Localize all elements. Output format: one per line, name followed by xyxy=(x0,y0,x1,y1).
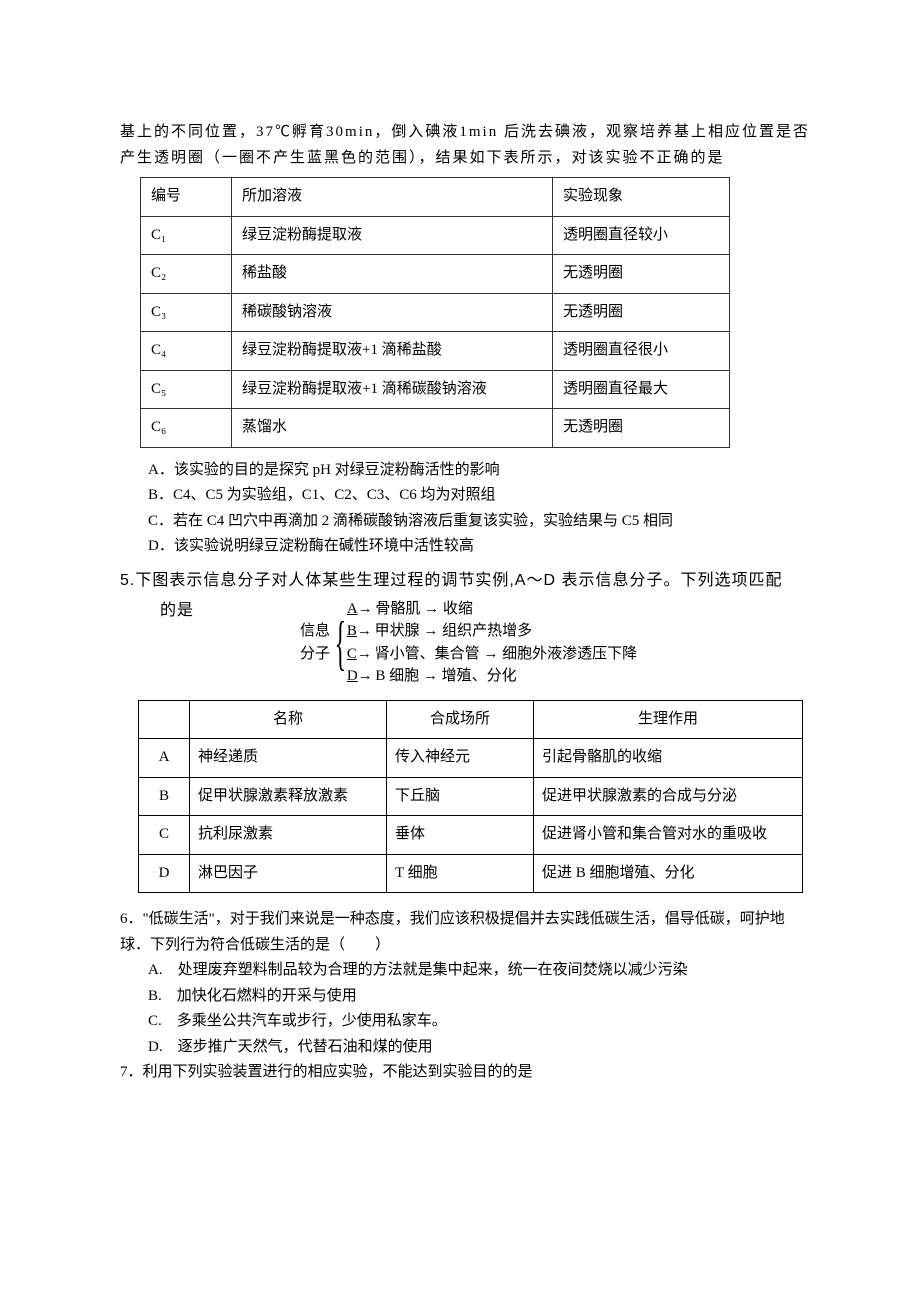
option-d: D．该实验说明绿豆淀粉酶在碱性环境中活性较高 xyxy=(120,534,810,560)
diagram-source-label: 信息 分子 xyxy=(300,620,334,665)
signal-molecule-table: 名称 合成场所 生理作用 A 神经递质 传入神经元 引起骨骼肌的收缩 B 促甲状… xyxy=(138,700,803,894)
col-header-id: 编号 xyxy=(141,178,232,217)
diagram-label-2: 分子 xyxy=(300,646,330,662)
table-row: C₆ 蒸馏水 无透明圈 xyxy=(141,409,730,448)
cell-id: C₆ xyxy=(141,409,232,448)
cell-name: 抗利尿激素 xyxy=(190,816,387,855)
cell-solution: 绿豆淀粉酶提取液 xyxy=(232,216,553,255)
cell-site: 垂体 xyxy=(387,816,534,855)
table-row: C₅ 绿豆淀粉酶提取液+1 滴稀碳酸钠溶液 透明圈直径最大 xyxy=(141,370,730,409)
table-row: A 神经递质 传入神经元 引起骨骼肌的收缩 xyxy=(139,739,803,778)
diagram-branches: A→ 骨骼肌 → 收缩 B→ 甲状腺 → 组织产热增多 C→ 肾小管、集合管 →… xyxy=(347,598,637,688)
intro-paragraph: 基上的不同位置，37℃孵育30min，倒入碘液1min 后洗去碘液，观察培养基上… xyxy=(120,120,810,171)
table-row: C₄ 绿豆淀粉酶提取液+1 滴稀盐酸 透明圈直径很小 xyxy=(141,332,730,371)
cell-name: 淋巴因子 xyxy=(190,854,387,893)
option-a: A. 处理废弃塑料制品较为合理的方法就是集中起来，统一在夜间焚烧以减少污染 xyxy=(120,958,810,984)
row-label: A xyxy=(139,739,190,778)
document-page: 基上的不同位置，37℃孵育30min，倒入碘液1min 后洗去碘液，观察培养基上… xyxy=(0,0,920,1302)
branch-text-b: 甲状腺 → 组织产热增多 xyxy=(375,623,533,639)
table-header-row: 编号 所加溶液 实验现象 xyxy=(141,178,730,217)
cell-id: C₄ xyxy=(141,332,232,371)
table-row: C₂ 稀盐酸 无透明圈 xyxy=(141,255,730,294)
brace-icon: { xyxy=(335,613,347,673)
cell-function: 引起骨骼肌的收缩 xyxy=(534,739,803,778)
q7-stem: 7．利用下列实验装置进行的相应实验，不能达到实验目的的是 xyxy=(120,1060,810,1086)
table-row: B 促甲状腺激素释放激素 下丘脑 促进甲状腺激素的合成与分泌 xyxy=(139,777,803,816)
col-header-site: 合成场所 xyxy=(387,700,534,739)
cell-name: 促甲状腺激素释放激素 xyxy=(190,777,387,816)
cell-result: 透明圈直径很小 xyxy=(553,332,730,371)
cell-site: 下丘脑 xyxy=(387,777,534,816)
branch-text-c: 肾小管、集合管 → 细胞外液渗透压下降 xyxy=(375,646,638,662)
cell-result: 无透明圈 xyxy=(553,255,730,294)
table-row: C₃ 稀碳酸钠溶液 无透明圈 xyxy=(141,293,730,332)
q6-options: A. 处理废弃塑料制品较为合理的方法就是集中起来，统一在夜间焚烧以减少污染 B.… xyxy=(120,958,810,1060)
experiment-table: 编号 所加溶液 实验现象 C₁ 绿豆淀粉酶提取液 透明圈直径较小 C₂ 稀盐酸 … xyxy=(140,177,730,448)
cell-solution: 绿豆淀粉酶提取液+1 滴稀碳酸钠溶液 xyxy=(232,370,553,409)
q5-stem-line1: 5.下图表示信息分子对人体某些生理过程的调节实例,A～D 表示信息分子。下列选项… xyxy=(120,566,810,596)
option-c: C．若在 C4 凹穴中再滴加 2 滴稀碳酸钠溶液后重复该实验，实验结果与 C5 … xyxy=(120,509,810,535)
cell-function: 促进甲状腺激素的合成与分泌 xyxy=(534,777,803,816)
option-c: C. 多乘坐公共汽车或步行，少使用私家车。 xyxy=(120,1009,810,1035)
option-a: A．该实验的目的是探究 pH 对绿豆淀粉酶活性的影响 xyxy=(120,458,810,484)
cell-function: 促进肾小管和集合管对水的重吸收 xyxy=(534,816,803,855)
table-row: C₁ 绿豆淀粉酶提取液 透明圈直径较小 xyxy=(141,216,730,255)
row-label: D xyxy=(139,854,190,893)
q6-stem: 6．"低碳生活"，对于我们来说是一种态度，我们应该积极提倡并去实践低碳生活，倡导… xyxy=(120,907,810,958)
cell-id: C₂ xyxy=(141,255,232,294)
table-row: D 淋巴因子 T 细胞 促进 B 细胞增殖、分化 xyxy=(139,854,803,893)
col-header-solution: 所加溶液 xyxy=(232,178,553,217)
diagram-label-1: 信息 xyxy=(300,623,330,639)
cell-function: 促进 B 细胞增殖、分化 xyxy=(534,854,803,893)
cell-site: 传入神经元 xyxy=(387,739,534,778)
branch-label-c: C xyxy=(347,646,357,662)
cell-site: T 细胞 xyxy=(387,854,534,893)
cell-solution: 稀碳酸钠溶液 xyxy=(232,293,553,332)
cell-solution: 绿豆淀粉酶提取液+1 滴稀盐酸 xyxy=(232,332,553,371)
cell-solution: 蒸馏水 xyxy=(232,409,553,448)
cell-id: C₁ xyxy=(141,216,232,255)
cell-solution: 稀盐酸 xyxy=(232,255,553,294)
branch-a: A→ 骨骼肌 → 收缩 xyxy=(347,598,637,621)
branch-d: D→ B 细胞 → 增殖、分化 xyxy=(347,665,637,688)
option-b: B．C4、C5 为实验组，C1、C2、C3、C6 均为对照组 xyxy=(120,483,810,509)
cell-result: 无透明圈 xyxy=(553,293,730,332)
cell-result: 透明圈直径较小 xyxy=(553,216,730,255)
branch-text-d: B 细胞 → 增殖、分化 xyxy=(375,668,516,684)
cell-result: 透明圈直径最大 xyxy=(553,370,730,409)
q5-stem-line2: 的是 xyxy=(120,596,300,626)
option-b: B. 加快化石燃料的开采与使用 xyxy=(120,984,810,1010)
q4-options: A．该实验的目的是探究 pH 对绿豆淀粉酶活性的影响 B．C4、C5 为实验组，… xyxy=(120,458,810,560)
cell-result: 无透明圈 xyxy=(553,409,730,448)
col-header-blank xyxy=(139,700,190,739)
branch-label-a: A xyxy=(347,601,358,617)
cell-id: C₃ xyxy=(141,293,232,332)
col-header-result: 实验现象 xyxy=(553,178,730,217)
branch-label-b: B xyxy=(347,623,357,639)
row-label: B xyxy=(139,777,190,816)
branch-text-a: 骨骼肌 → 收缩 xyxy=(375,601,473,617)
cell-id: C₅ xyxy=(141,370,232,409)
table-row: C 抗利尿激素 垂体 促进肾小管和集合管对水的重吸收 xyxy=(139,816,803,855)
col-header-name: 名称 xyxy=(190,700,387,739)
cell-name: 神经递质 xyxy=(190,739,387,778)
col-header-function: 生理作用 xyxy=(534,700,803,739)
row-label: C xyxy=(139,816,190,855)
option-d: D. 逐步推广天然气，代替石油和煤的使用 xyxy=(120,1035,810,1061)
table-header-row: 名称 合成场所 生理作用 xyxy=(139,700,803,739)
branch-c: C→ 肾小管、集合管 → 细胞外液渗透压下降 xyxy=(347,643,637,666)
signal-molecule-diagram: 信息 分子 { A→ 骨骼肌 → 收缩 B→ 甲状腺 → 组织产热增多 C→ 肾… xyxy=(300,598,637,688)
branch-b: B→ 甲状腺 → 组织产热增多 xyxy=(347,620,637,643)
branch-label-d: D xyxy=(347,668,358,684)
